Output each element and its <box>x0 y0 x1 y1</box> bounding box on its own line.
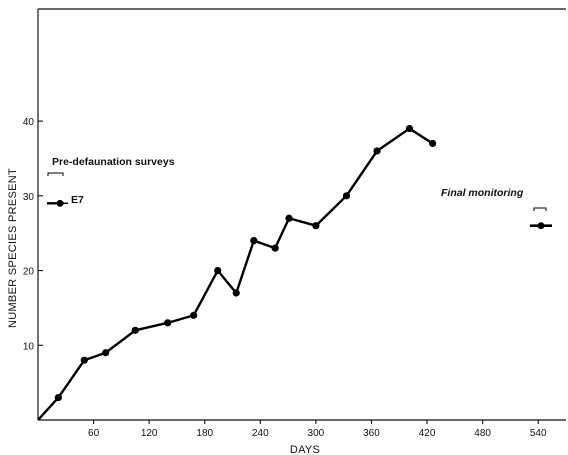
final-monitoring-range-bracket <box>533 207 547 211</box>
annotations <box>47 172 552 230</box>
data-point <box>429 139 437 148</box>
data-point <box>214 266 222 275</box>
data-point <box>271 244 279 252</box>
x-tick-label: 540 <box>530 428 547 439</box>
x-tick-label: 420 <box>419 428 436 439</box>
data-point <box>190 311 198 319</box>
x-axis-title: DAYS <box>290 444 320 455</box>
x-tick-label: 180 <box>196 428 213 439</box>
data-point <box>80 356 88 364</box>
series <box>37 124 437 421</box>
y-axis-title: NUMBER SPECIES PRESENT <box>7 168 19 328</box>
data-point <box>285 214 293 222</box>
ticks: 60 120 180 240 300 360 420 480 540 10 20 30 40 <box>23 117 547 439</box>
data-point <box>342 192 351 200</box>
x-tick-label: 60 <box>88 428 100 439</box>
data-point <box>131 326 139 334</box>
y-tick-label: 40 <box>23 117 35 128</box>
pre-defaunation-label: Pre-defaunation surveys <box>52 156 175 168</box>
y-tick-label: 30 <box>23 192 35 203</box>
pre-defaunation-point <box>56 199 64 207</box>
x-tick-label: 240 <box>252 428 269 439</box>
x-tick-label: 480 <box>474 428 491 439</box>
data-point <box>232 289 240 297</box>
data-point <box>405 124 414 133</box>
series-label-e7: E7 <box>71 194 84 206</box>
final-monitoring-label: Final monitoring <box>441 187 524 199</box>
data-point <box>373 147 381 155</box>
data-point <box>250 237 258 245</box>
final-monitoring-point <box>537 222 545 230</box>
y-tick-label: 20 <box>23 267 35 278</box>
x-tick-label: 300 <box>308 428 325 439</box>
x-tick-label: 360 <box>363 428 380 439</box>
axes <box>37 8 566 421</box>
series-line-e7 <box>37 127 434 421</box>
data-point <box>312 222 320 230</box>
x-tick-label: 120 <box>141 428 158 439</box>
data-point <box>102 349 110 357</box>
data-point <box>164 319 172 327</box>
pre-defaunation-range-bracket <box>47 172 64 176</box>
y-tick-label: 10 <box>23 341 35 352</box>
data-point <box>54 393 62 402</box>
